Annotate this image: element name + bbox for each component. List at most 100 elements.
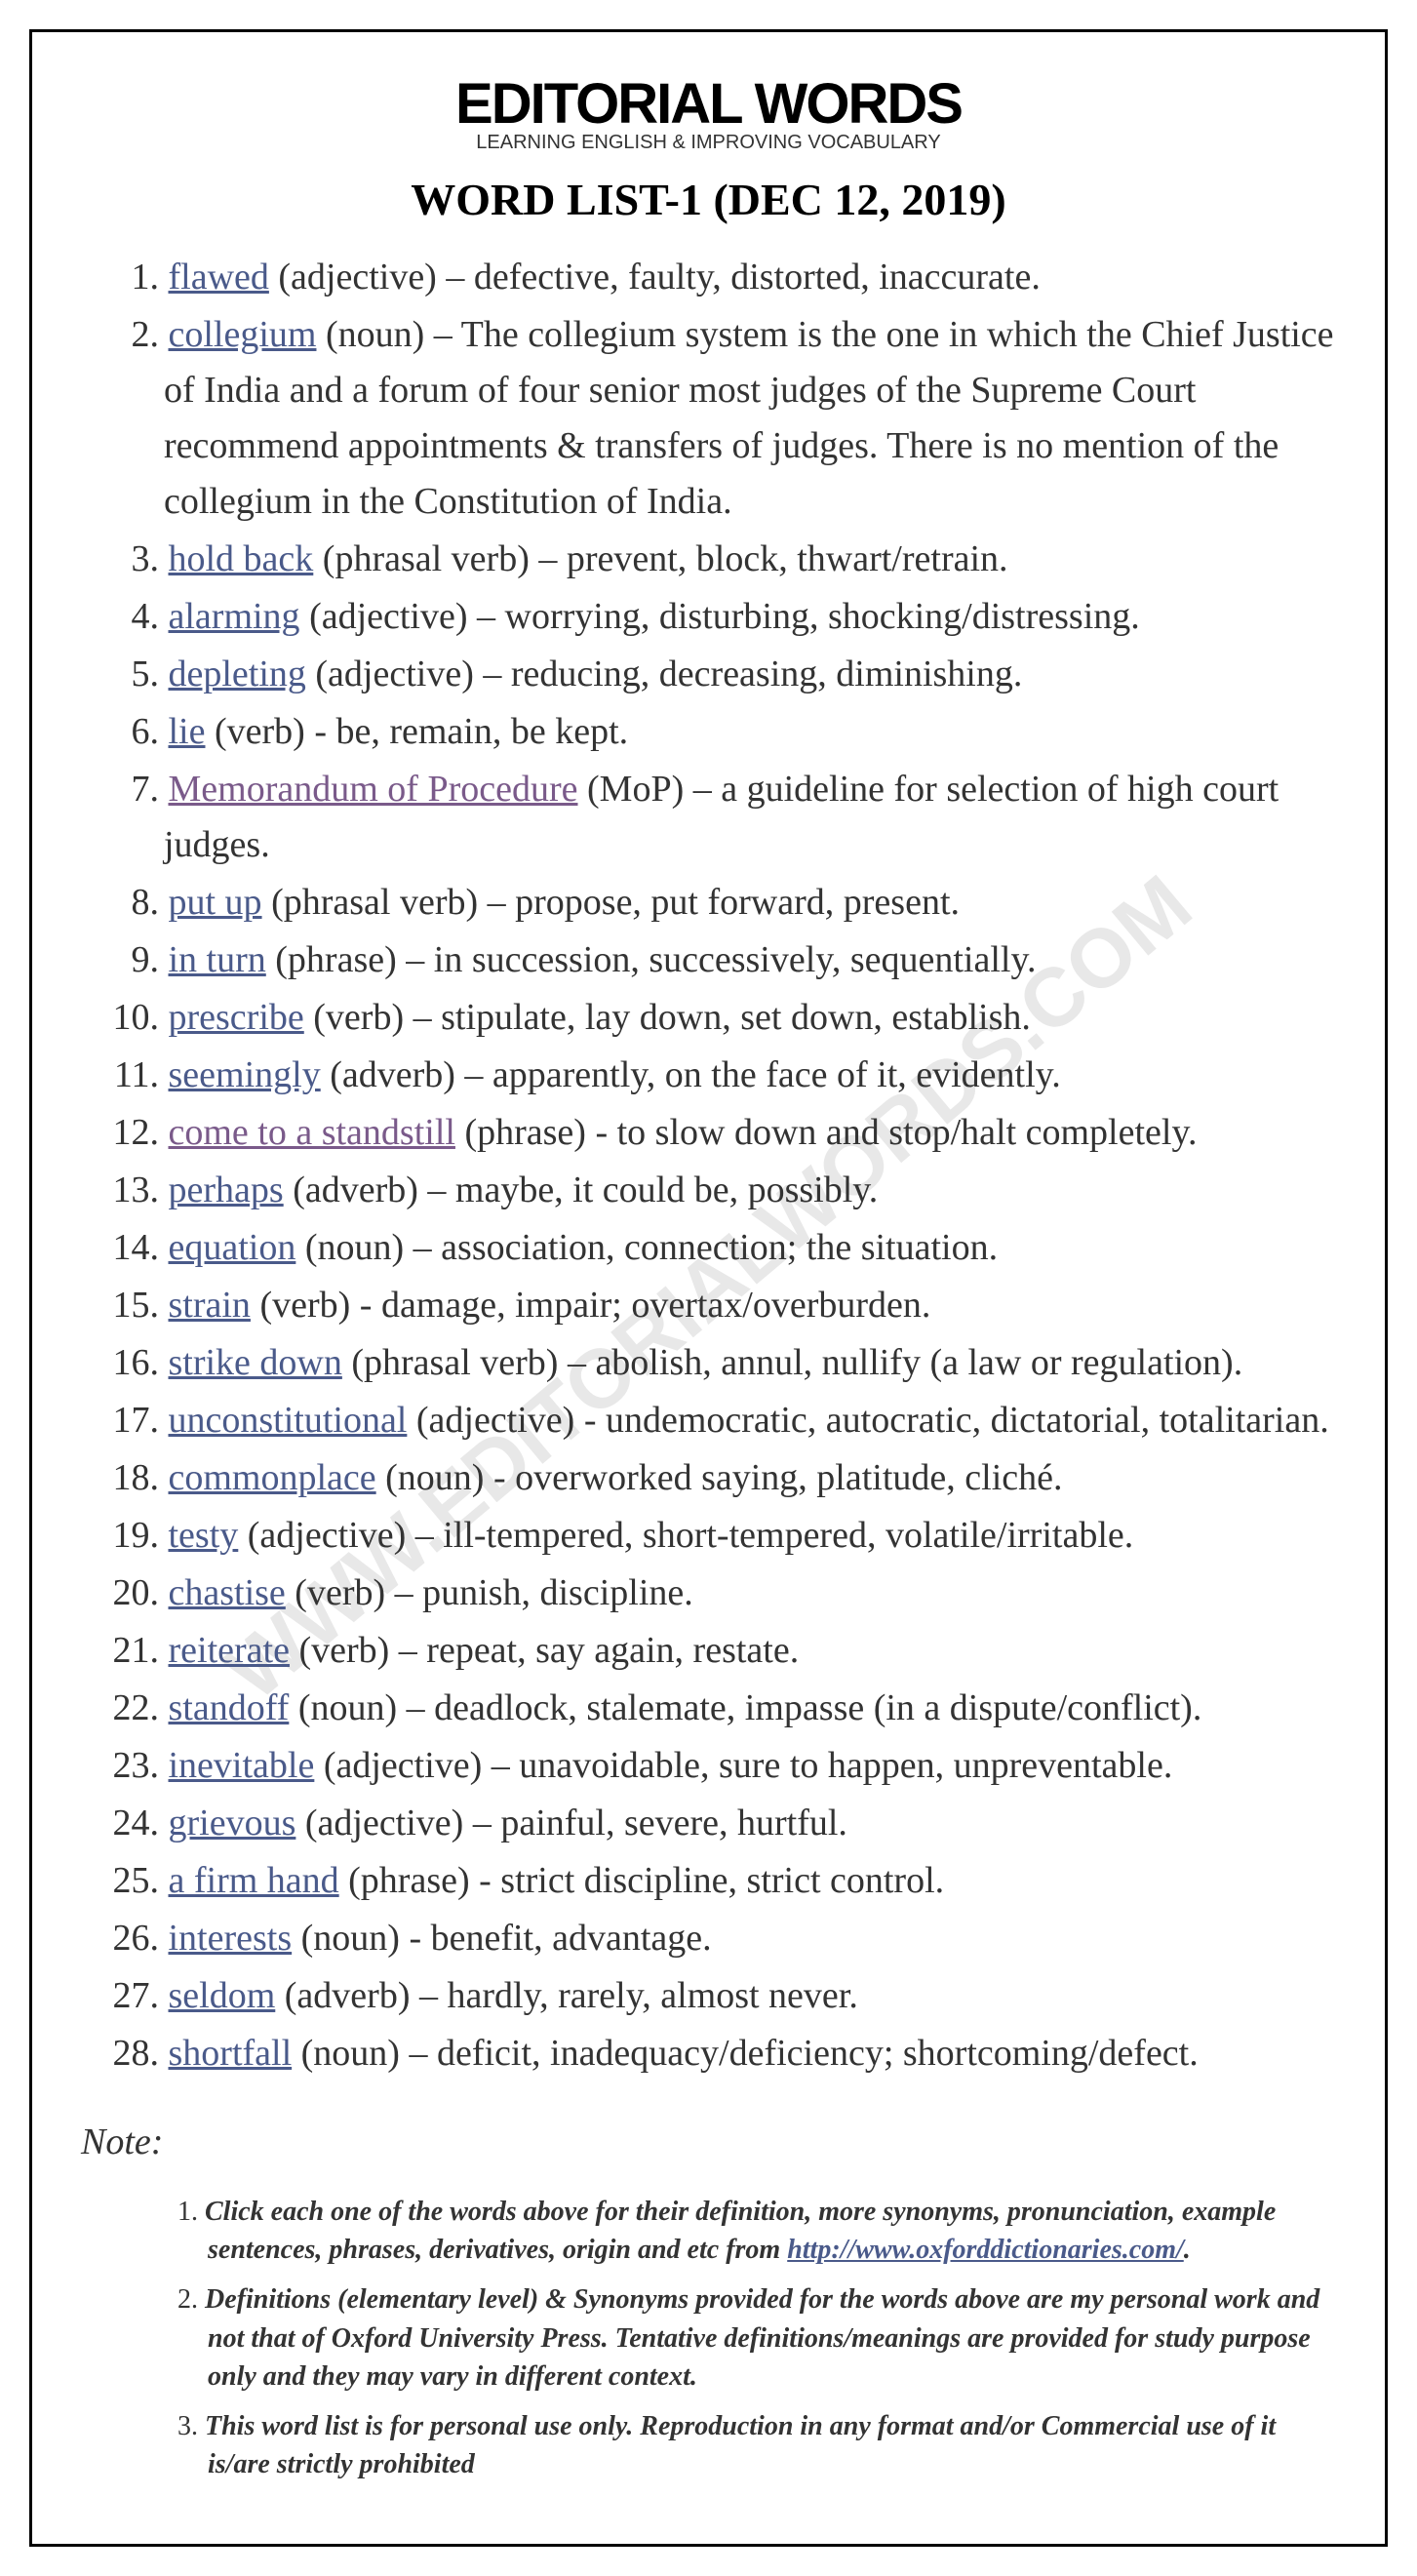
word-separator: – [418, 1169, 455, 1210]
word-definition: overworked saying, platitude, cliché. [515, 1457, 1062, 1498]
word-link[interactable]: Memorandum of Procedure [169, 769, 578, 810]
word-definition: propose, put forward, present. [515, 882, 960, 923]
word-link[interactable]: commonplace [169, 1457, 376, 1498]
word-number: 16. [110, 1335, 159, 1391]
word-definition: deadlock, stalemate, impasse (in a dispu… [434, 1687, 1201, 1728]
word-item: 16. strike down (phrasal verb) – abolish… [110, 1335, 1336, 1391]
word-pos: (phrasal verb) [271, 882, 478, 923]
word-pos: (MoP) [587, 769, 684, 810]
word-number: 27. [110, 1968, 159, 2024]
word-number: 6. [110, 704, 159, 760]
word-number: 5. [110, 647, 159, 702]
word-link[interactable]: chastise [169, 1572, 286, 1613]
word-separator: - [400, 1918, 431, 1959]
word-separator: - [350, 1285, 381, 1326]
word-link[interactable]: unconstitutional [169, 1400, 408, 1441]
word-pos: (noun) [301, 1918, 400, 1959]
note-text: Definitions (elementary level) & Synonym… [205, 2284, 1319, 2391]
word-pos: (verb) [298, 1630, 389, 1671]
word-number: 28. [110, 2026, 159, 2081]
word-pos: (verb) [295, 1572, 385, 1613]
word-pos: (adjective) [324, 1745, 482, 1786]
word-link[interactable]: standoff [169, 1687, 290, 1728]
word-separator: – [468, 596, 505, 637]
word-definition: deficit, inadequacy/deficiency; shortcom… [437, 2033, 1199, 2074]
word-pos: (noun) [385, 1457, 484, 1498]
word-link[interactable]: lie [169, 711, 206, 752]
word-item: 4. alarming (adjective) – worrying, dist… [110, 589, 1336, 645]
word-link[interactable]: come to a standstill [169, 1112, 455, 1153]
word-link[interactable]: reiterate [169, 1630, 290, 1671]
word-number: 23. [110, 1738, 159, 1794]
note-item: 2. Definitions (elementary level) & Syno… [159, 2280, 1336, 2396]
word-pos: (phrase) [275, 939, 396, 980]
word-list: 1. flawed (adjective) – defective, fault… [110, 250, 1336, 2081]
word-link[interactable]: shortfall [169, 2033, 293, 2074]
word-definition: punish, discipline. [422, 1572, 693, 1613]
word-link[interactable]: perhaps [169, 1169, 284, 1210]
word-link[interactable]: equation [169, 1227, 296, 1268]
word-definition: reducing, decreasing, diminishing. [511, 654, 1023, 694]
word-link[interactable]: depleting [169, 654, 306, 694]
word-link[interactable]: strike down [169, 1342, 342, 1383]
word-separator: – [463, 1803, 500, 1843]
word-separator: – [397, 939, 434, 980]
word-pos: (noun) [298, 1687, 397, 1728]
word-separator: – [530, 538, 567, 579]
word-definition: hardly, rarely, almost never. [447, 1975, 857, 2016]
word-number: 22. [110, 1681, 159, 1736]
word-link[interactable]: inevitable [169, 1745, 315, 1786]
word-item: 14. equation (noun) – association, conne… [110, 1220, 1336, 1276]
list-title: WORD LIST-1 (DEC 12, 2019) [81, 174, 1336, 225]
word-item: 10. prescribe (verb) – stipulate, lay do… [110, 990, 1336, 1046]
word-item: 8. put up (phrasal verb) – propose, put … [110, 875, 1336, 931]
word-definition: abolish, annul, nullify (a law or regula… [595, 1342, 1242, 1383]
word-link[interactable]: grievous [169, 1803, 296, 1843]
word-separator: – [558, 1342, 595, 1383]
word-link[interactable]: flawed [169, 257, 269, 297]
word-definition: strict discipline, strict control. [500, 1860, 944, 1901]
word-link[interactable]: alarming [169, 596, 300, 637]
word-link[interactable]: put up [169, 882, 262, 923]
word-definition: unavoidable, sure to happen, unpreventab… [519, 1745, 1172, 1786]
word-definition: to slow down and stop/halt completely. [617, 1112, 1198, 1153]
word-number: 12. [110, 1105, 159, 1161]
word-item: 25. a firm hand (phrase) - strict discip… [110, 1853, 1336, 1909]
word-separator: – [410, 1975, 447, 2016]
word-item: 28. shortfall (noun) – deficit, inadequa… [110, 2026, 1336, 2081]
word-separator: – [437, 257, 474, 297]
header: EDITORIAL WORDS LEARNING ENGLISH & IMPRO… [81, 71, 1336, 225]
word-link[interactable]: strain [169, 1285, 251, 1326]
word-link[interactable]: testy [169, 1515, 239, 1556]
word-link[interactable]: in turn [169, 939, 266, 980]
word-definition: prevent, block, thwart/retrain. [567, 538, 1008, 579]
note-text-after: . [1184, 2235, 1191, 2265]
word-item: 27. seldom (adverb) – hardly, rarely, al… [110, 1968, 1336, 2024]
word-item: 15. strain (verb) - damage, impair; over… [110, 1278, 1336, 1333]
word-pos: (phrase) [464, 1112, 585, 1153]
note-number: 2. [159, 2280, 198, 2318]
word-link[interactable]: prescribe [169, 997, 304, 1038]
word-number: 1. [110, 250, 159, 305]
word-link[interactable]: seldom [169, 1975, 276, 2016]
word-separator: - [484, 1457, 515, 1498]
word-link[interactable]: interests [169, 1918, 293, 1959]
word-link[interactable]: seemingly [169, 1054, 321, 1095]
word-item: 19. testy (adjective) – ill-tempered, sh… [110, 1508, 1336, 1564]
word-number: 19. [110, 1508, 159, 1564]
word-definition: benefit, advantage. [431, 1918, 712, 1959]
word-item: 6. lie (verb) - be, remain, be kept. [110, 704, 1336, 760]
word-link[interactable]: collegium [169, 314, 317, 355]
note-heading: Note: [81, 2120, 1336, 2163]
word-number: 11. [110, 1048, 159, 1103]
word-link[interactable]: hold back [169, 538, 314, 579]
word-number: 4. [110, 589, 159, 645]
word-item: 24. grievous (adjective) – painful, seve… [110, 1796, 1336, 1851]
word-separator: – [482, 1745, 519, 1786]
note-link[interactable]: http://www.oxforddictionaries.com/ [787, 2235, 1184, 2265]
word-separator: – [400, 2033, 437, 2074]
content-area: EDITORIAL WORDS LEARNING ENGLISH & IMPRO… [81, 71, 1336, 2483]
word-separator: – [424, 314, 460, 355]
word-item: 20. chastise (verb) – punish, discipline… [110, 1565, 1336, 1621]
word-link[interactable]: a firm hand [169, 1860, 339, 1901]
